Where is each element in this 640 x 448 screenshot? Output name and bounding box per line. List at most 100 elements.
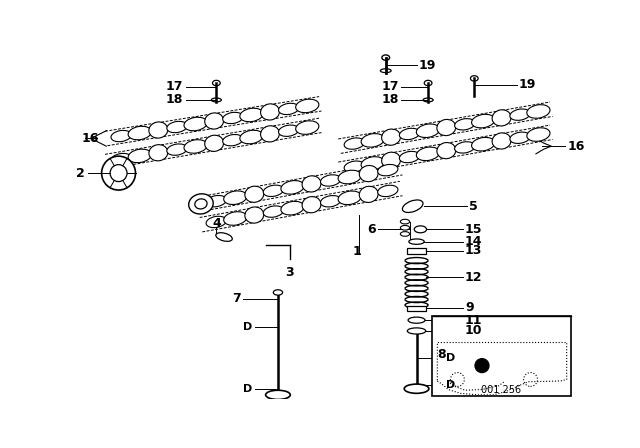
Text: 3: 3 — [285, 266, 294, 279]
Text: 6: 6 — [367, 223, 376, 236]
Ellipse shape — [240, 130, 263, 144]
Ellipse shape — [527, 105, 550, 118]
Ellipse shape — [378, 164, 398, 176]
Ellipse shape — [149, 145, 168, 161]
Ellipse shape — [401, 225, 410, 230]
Ellipse shape — [382, 55, 390, 60]
Text: 11: 11 — [465, 314, 483, 327]
Ellipse shape — [167, 144, 187, 155]
Ellipse shape — [278, 125, 299, 136]
Ellipse shape — [211, 98, 221, 102]
Ellipse shape — [472, 138, 495, 151]
Ellipse shape — [380, 69, 391, 73]
Ellipse shape — [399, 151, 420, 163]
Ellipse shape — [407, 202, 419, 210]
Ellipse shape — [338, 191, 361, 205]
Ellipse shape — [404, 384, 429, 393]
Ellipse shape — [437, 120, 456, 136]
Ellipse shape — [437, 142, 456, 159]
Ellipse shape — [184, 140, 207, 153]
Ellipse shape — [111, 130, 131, 142]
Ellipse shape — [409, 239, 424, 244]
Ellipse shape — [223, 112, 243, 124]
Ellipse shape — [302, 197, 321, 213]
Ellipse shape — [401, 232, 410, 236]
Text: 14: 14 — [465, 235, 483, 248]
Text: 16: 16 — [81, 132, 99, 145]
Ellipse shape — [403, 200, 423, 212]
Text: D: D — [243, 322, 253, 332]
Text: 001 256: 001 256 — [481, 385, 522, 395]
Ellipse shape — [338, 170, 361, 184]
Ellipse shape — [149, 122, 168, 138]
Text: 2: 2 — [76, 167, 84, 180]
Ellipse shape — [260, 126, 280, 142]
Ellipse shape — [470, 76, 478, 81]
Ellipse shape — [281, 201, 304, 215]
Ellipse shape — [399, 128, 420, 140]
Ellipse shape — [206, 195, 227, 207]
Ellipse shape — [260, 104, 280, 120]
Ellipse shape — [454, 119, 475, 130]
Ellipse shape — [423, 98, 433, 102]
Ellipse shape — [417, 147, 440, 161]
Ellipse shape — [205, 135, 223, 151]
Ellipse shape — [321, 196, 340, 207]
Bar — [407, 306, 426, 311]
Ellipse shape — [296, 121, 319, 134]
Text: 19: 19 — [519, 78, 536, 91]
Ellipse shape — [378, 185, 398, 197]
Ellipse shape — [472, 114, 495, 128]
Text: 18: 18 — [166, 94, 183, 107]
Ellipse shape — [212, 80, 220, 86]
Circle shape — [475, 359, 489, 373]
Ellipse shape — [527, 128, 550, 141]
Ellipse shape — [302, 176, 321, 192]
Ellipse shape — [263, 206, 284, 217]
Text: D: D — [243, 383, 253, 394]
Ellipse shape — [296, 99, 319, 113]
Ellipse shape — [278, 103, 299, 115]
Text: 1: 1 — [352, 245, 361, 258]
Text: 4: 4 — [212, 217, 221, 230]
Ellipse shape — [492, 110, 511, 126]
Ellipse shape — [273, 290, 283, 295]
Ellipse shape — [401, 220, 410, 224]
Ellipse shape — [189, 194, 213, 214]
Ellipse shape — [361, 157, 384, 170]
Ellipse shape — [240, 108, 263, 122]
Text: 9: 9 — [465, 302, 474, 314]
Ellipse shape — [417, 124, 440, 138]
Ellipse shape — [128, 149, 151, 163]
Ellipse shape — [167, 121, 187, 133]
Ellipse shape — [263, 185, 284, 197]
Ellipse shape — [424, 80, 432, 86]
Bar — [407, 248, 426, 254]
Ellipse shape — [266, 390, 291, 400]
Ellipse shape — [128, 126, 151, 140]
Ellipse shape — [223, 134, 243, 146]
Ellipse shape — [195, 199, 207, 209]
Ellipse shape — [245, 186, 264, 202]
Ellipse shape — [381, 129, 401, 145]
Text: 16: 16 — [568, 140, 585, 153]
Ellipse shape — [381, 152, 401, 168]
Ellipse shape — [111, 153, 131, 165]
Ellipse shape — [359, 165, 378, 182]
Circle shape — [102, 156, 136, 190]
Text: 17: 17 — [381, 80, 399, 93]
Ellipse shape — [359, 186, 378, 202]
Text: 13: 13 — [465, 244, 483, 258]
Ellipse shape — [321, 175, 340, 186]
Bar — [432, 315, 570, 396]
Text: 7: 7 — [232, 292, 241, 305]
Ellipse shape — [344, 161, 364, 172]
Text: 10: 10 — [465, 324, 483, 337]
Ellipse shape — [184, 117, 207, 131]
Text: 17: 17 — [166, 80, 183, 93]
Text: 18: 18 — [381, 94, 399, 107]
Text: D: D — [446, 380, 455, 390]
Ellipse shape — [454, 142, 475, 153]
Ellipse shape — [407, 328, 426, 334]
Ellipse shape — [492, 133, 511, 149]
